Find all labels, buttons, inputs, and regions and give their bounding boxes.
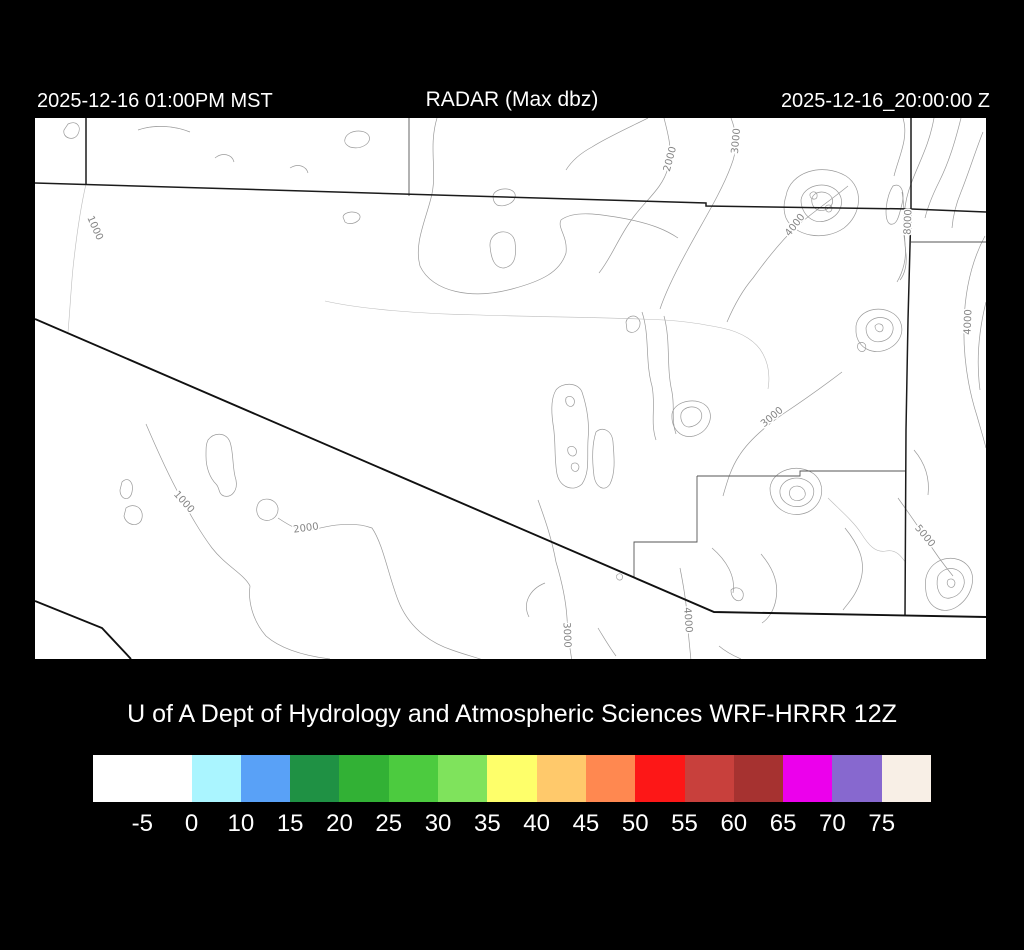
river-lines xyxy=(67,183,907,564)
colorbar-tick-label: 40 xyxy=(523,810,550,837)
contour-label: 2000 xyxy=(662,145,679,172)
county-borders xyxy=(408,118,986,577)
colorbar-tick-label: 30 xyxy=(424,810,452,837)
colorbar-cell xyxy=(635,755,685,802)
colorbar-tick-label: 20 xyxy=(326,810,353,837)
contour-label: 5000 xyxy=(912,523,937,550)
colorbar-tick-label: 55 xyxy=(671,810,698,837)
colorbar-tick-label: 45 xyxy=(572,810,600,837)
colorbar xyxy=(93,755,932,802)
colorbar-tick-label: -5 xyxy=(131,810,153,837)
colorbar-cell xyxy=(339,755,389,802)
map-canvas: 1000 1000 2000 2000 3000 3000 3000 4000 4000 4000… xyxy=(35,118,986,659)
colorbar-cell xyxy=(240,755,291,802)
contour-label: 1000 xyxy=(84,214,104,242)
colorbar-cell xyxy=(142,755,192,802)
colorbar-cell xyxy=(191,755,241,802)
contour-label: 8000 xyxy=(903,209,915,235)
colorbar-cell xyxy=(290,755,340,802)
colorbar-tick-label: 75 xyxy=(868,810,896,837)
institution-title: U of A Dept of Hydrology and Atmospheric… xyxy=(127,700,897,728)
colorbar-cell xyxy=(832,755,882,802)
radar-map: 1000 1000 2000 2000 3000 3000 3000 4000 4000 4000… xyxy=(35,118,986,659)
terrain-contours xyxy=(63,118,986,659)
colorbar-ticks: -5 0 10 15 20 25 30 35 40 45 50 55 60 65 70 75 xyxy=(93,810,931,840)
state-borders xyxy=(35,118,986,659)
colorbar-cell xyxy=(783,755,833,802)
contour-label: 4000 xyxy=(963,309,975,335)
colorbar-cell xyxy=(881,755,932,802)
colorbar-tick-label: 0 xyxy=(184,810,199,837)
colorbar-cell xyxy=(487,755,537,802)
colorbar-tick-label: 60 xyxy=(720,810,748,837)
colorbar-cell xyxy=(733,755,784,802)
contour-label: 3000 xyxy=(759,405,786,430)
colorbar-tick-label: 35 xyxy=(473,810,501,837)
valid-time-utc: 2025-12-16_20:00:00 Z xyxy=(780,90,990,112)
colorbar-cell xyxy=(388,755,439,802)
colorbar-tick-label: 50 xyxy=(621,810,649,837)
contour-label: 3000 xyxy=(730,128,743,154)
colorbar-cell xyxy=(536,755,586,802)
contour-label: 2000 xyxy=(293,521,320,535)
contour-label: 4000 xyxy=(681,607,694,633)
contour-label: 1000 xyxy=(171,489,196,515)
valid-time-local: 2025-12-16 01:00PM MST xyxy=(37,90,273,112)
colorbar-cell xyxy=(684,755,734,802)
colorbar-tick-label: 10 xyxy=(227,810,255,837)
contour-label: 3000 xyxy=(561,622,573,648)
page-title: RADAR (Max dbz) xyxy=(425,88,599,111)
colorbar-tick-label: 70 xyxy=(819,810,846,837)
colorbar-tick-label: 65 xyxy=(769,810,797,837)
colorbar-cell xyxy=(438,755,488,802)
contour-label: 4000 xyxy=(783,212,807,239)
colorbar-cell xyxy=(585,755,636,802)
colorbar-cell xyxy=(93,755,143,802)
colorbar-tick-label: 25 xyxy=(375,810,403,837)
colorbar-tick-label: 15 xyxy=(276,810,304,837)
